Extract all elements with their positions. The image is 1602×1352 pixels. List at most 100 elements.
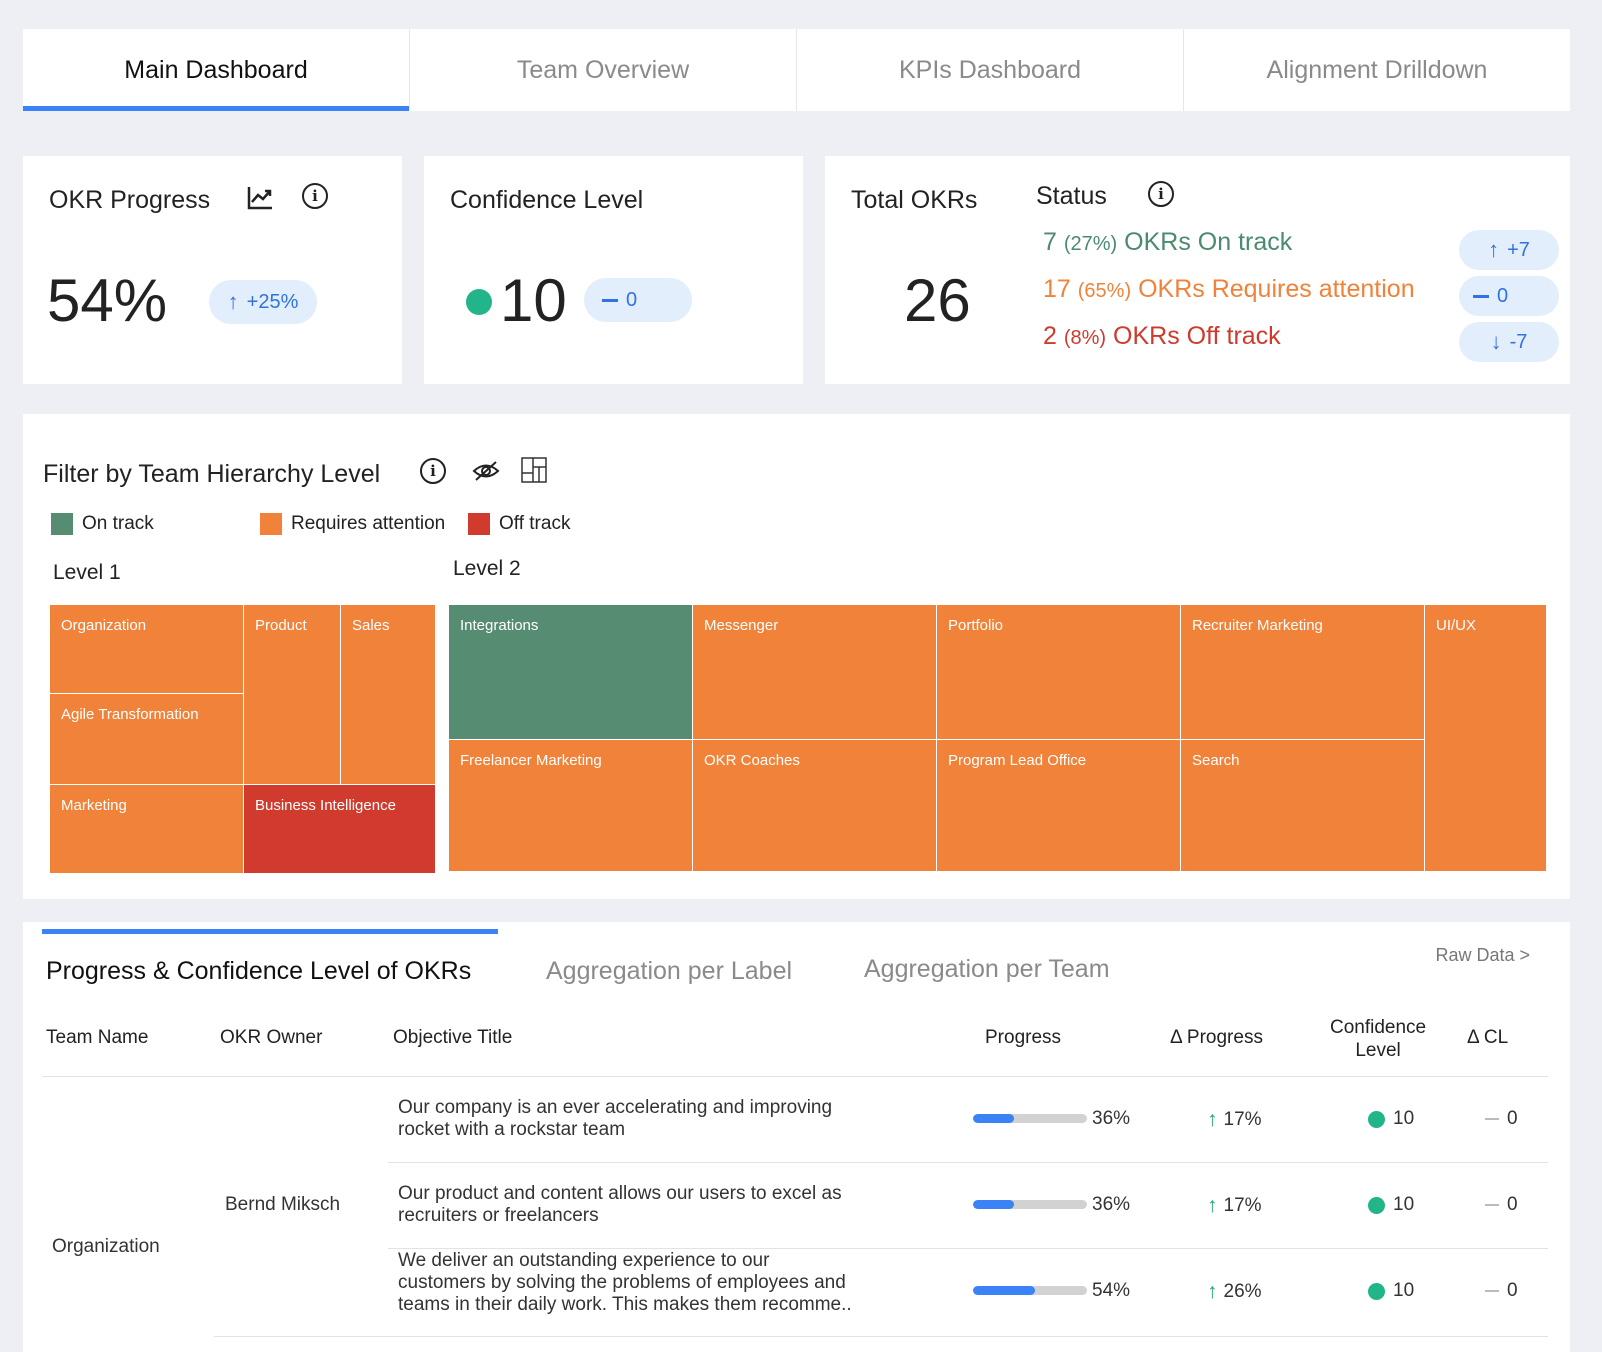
tab-main-dashboard[interactable]: Main Dashboard <box>23 29 410 111</box>
row-divider <box>388 1162 1548 1163</box>
treemap-cell-freelancer-marketing[interactable]: Freelancer Marketing <box>448 739 693 872</box>
delta-cl-cell: 0 <box>1485 1280 1518 1302</box>
subtab-aggregation-per-team[interactable]: Aggregation per Team <box>864 955 1110 983</box>
info-icon[interactable]: i <box>1148 181 1174 207</box>
col-header-objective-title[interactable]: Objective Title <box>393 1027 513 1048</box>
tab-alignment-drilldown[interactable]: Alignment Drilldown <box>1184 29 1570 111</box>
legend-requires-attention[interactable]: Requires attention <box>260 513 445 535</box>
legend-off-track-label: Off track <box>499 513 571 534</box>
arrow-up-icon: ↑ <box>1488 237 1500 262</box>
okr-owner-cell: Bernd Miksch <box>225 1194 341 1215</box>
treemap-cell-messenger[interactable]: Messenger <box>692 604 937 740</box>
col-header-progress[interactable]: Progress <box>985 1027 1062 1048</box>
delta-progress-cell: ↑ 17% <box>1207 1194 1262 1218</box>
treemap-layout-icon[interactable] <box>521 457 547 483</box>
total-okrs-value: 26 <box>904 267 971 334</box>
total-okrs-card: Total OKRs 26 Status i 7 (27%) OKRs On t… <box>825 156 1570 384</box>
status-off-track: 2 (8%) OKRs Off track <box>1043 322 1281 351</box>
treemap-cell-portfolio[interactable]: Portfolio <box>936 604 1181 740</box>
confidence-header-line-1: Confidence <box>1330 1017 1427 1038</box>
row-divider <box>214 1336 1548 1337</box>
treemap-cell-integrations[interactable]: Integrations <box>448 604 693 740</box>
treemap-cell-marketing[interactable]: Marketing <box>49 784 244 874</box>
off-track-count: 2 <box>1043 322 1057 350</box>
confidence-header-line-2: Level <box>1355 1040 1401 1061</box>
treemap-cell-search[interactable]: Search <box>1180 739 1425 872</box>
legend-on-track-label: On track <box>82 513 154 534</box>
requires-attention-count: 17 <box>1043 275 1071 303</box>
okr-progress-value: 54% <box>47 267 168 334</box>
col-header-delta-progress[interactable]: Δ Progress <box>1170 1027 1263 1048</box>
delta-cl-value: 0 <box>1507 1108 1518 1129</box>
trend-chart-icon[interactable] <box>245 184 275 212</box>
minus-icon <box>602 298 618 302</box>
progress-bar <box>973 1286 1087 1295</box>
confidence-level-value: 10 <box>1393 1108 1415 1129</box>
delta-progress-cell: ↑ 17% <box>1207 1108 1262 1132</box>
okr-table-card <box>23 922 1570 1352</box>
arrow-up-icon: ↑ <box>1207 1280 1218 1303</box>
subtab-aggregation-per-label[interactable]: Aggregation per Label <box>546 957 793 985</box>
confidence-level-cell: 10 <box>1368 1194 1414 1216</box>
requires-attention-swatch <box>260 513 282 535</box>
minus-icon <box>1485 1118 1499 1120</box>
legend-off-track[interactable]: Off track <box>468 513 570 535</box>
treemap-cell-sales[interactable]: Sales <box>340 604 436 785</box>
treemap-cell-recruiter-marketing[interactable]: Recruiter Marketing <box>1180 604 1425 740</box>
info-icon[interactable]: i <box>420 458 446 484</box>
info-icon[interactable]: i <box>302 183 328 209</box>
treemap-cell-business-intelligence[interactable]: Business Intelligence <box>243 784 436 874</box>
subtab-progress-confidence[interactable]: Progress & Confidence Level of OKRs <box>46 957 472 985</box>
status-dot-icon <box>1368 1110 1385 1128</box>
requires-attention-delta-badge: 0 <box>1459 276 1559 316</box>
delta-cl-cell: 0 <box>1485 1194 1518 1216</box>
off-track-delta-badge: ↓ -7 <box>1459 322 1559 362</box>
off-track-delta: -7 <box>1509 330 1528 353</box>
treemap-cell-okr-coaches[interactable]: OKR Coaches <box>692 739 937 872</box>
on-track-delta: +7 <box>1507 238 1530 261</box>
progress-bar-fill <box>973 1200 1015 1209</box>
col-header-team-name[interactable]: Team Name <box>46 1027 149 1048</box>
treemap-cell-ui-ux[interactable]: UI/UX <box>1424 604 1547 872</box>
team-name-cell: Organization <box>52 1236 160 1257</box>
status-title: Status <box>1036 182 1107 210</box>
off-track-swatch <box>468 513 490 535</box>
status-dot-icon <box>1368 1282 1385 1300</box>
requires-attention-percent: (65%) <box>1077 280 1132 302</box>
raw-data-link[interactable]: Raw Data > <box>1435 945 1530 965</box>
level-1-label: Level 1 <box>53 561 121 584</box>
confidence-level-card: Confidence Level 10 0 <box>424 156 803 384</box>
arrow-down-icon: ↓ <box>1490 329 1502 354</box>
status-dot-icon <box>466 289 492 315</box>
on-track-label: OKRs On track <box>1124 228 1293 256</box>
treemap-cell-program-lead-office[interactable]: Program Lead Office <box>936 739 1181 872</box>
treemap-cell-agile-transformation[interactable]: Agile Transformation <box>49 693 244 785</box>
treemap-cell-organization[interactable]: Organization <box>49 604 244 694</box>
on-track-count: 7 <box>1043 228 1057 256</box>
okr-progress-card: OKR Progress i 54% ↑ +25% <box>23 156 402 384</box>
objective-title-cell: We deliver an outstanding experience to … <box>398 1250 852 1315</box>
col-header-okr-owner[interactable]: OKR Owner <box>220 1027 323 1048</box>
okr-progress-title: OKR Progress <box>49 186 211 214</box>
col-header-confidence-level[interactable]: Confidence Level <box>1330 1016 1426 1062</box>
col-header-delta-cl[interactable]: Δ CL <box>1467 1027 1509 1048</box>
confidence-level-value: 10 <box>1393 1194 1415 1215</box>
treemap-cell-product[interactable]: Product <box>243 604 341 785</box>
legend-on-track[interactable]: On track <box>51 513 154 535</box>
on-track-delta-badge: ↑ +7 <box>1459 230 1559 270</box>
tab-kpis-dashboard[interactable]: KPIs Dashboard <box>797 29 1184 111</box>
arrow-up-icon: ↑ <box>1207 1194 1218 1217</box>
status-requires-attention: 17 (65%) OKRs Requires attention <box>1043 275 1415 304</box>
delta-progress-value: 26% <box>1223 1281 1262 1302</box>
minus-icon <box>1473 294 1489 298</box>
objective-title-cell: Our product and content allows our users… <box>398 1183 842 1226</box>
active-subtab-indicator <box>42 929 498 934</box>
main-tab-bar: Main Dashboard Team Overview KPIs Dashbo… <box>23 29 1570 111</box>
delta-cl-value: 0 <box>1507 1280 1518 1301</box>
status-dot-icon <box>1368 1196 1385 1214</box>
tab-team-overview[interactable]: Team Overview <box>410 29 797 111</box>
arrow-up-icon: ↑ <box>1207 1108 1218 1131</box>
okr-progress-delta-badge: ↑ +25% <box>209 280 317 324</box>
hide-eye-icon[interactable] <box>471 458 501 484</box>
confidence-level-title: Confidence Level <box>450 186 644 214</box>
